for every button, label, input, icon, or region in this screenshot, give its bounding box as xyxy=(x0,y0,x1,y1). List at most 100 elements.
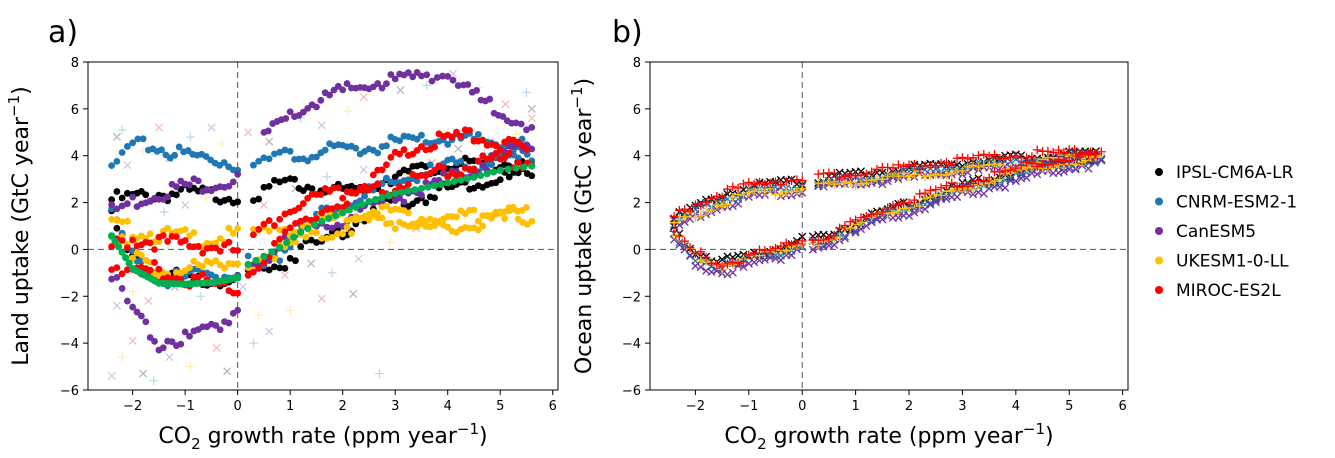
x-title-part: ) xyxy=(1045,424,1054,449)
data-point xyxy=(369,171,377,179)
data-point xyxy=(457,157,465,165)
faded-point xyxy=(265,327,274,336)
data-point xyxy=(118,149,126,156)
data-point xyxy=(749,248,759,258)
data-point xyxy=(439,72,446,80)
data-point xyxy=(343,200,351,208)
mean-point xyxy=(252,256,260,265)
data-point xyxy=(479,161,487,169)
data-point xyxy=(286,147,294,155)
faded-point xyxy=(144,296,153,306)
data-point xyxy=(878,180,887,189)
faded-point xyxy=(285,305,295,315)
data-point xyxy=(108,266,116,274)
data-point xyxy=(142,318,150,326)
data-point xyxy=(514,159,522,167)
data-point xyxy=(872,164,882,174)
x-title-sup: −1 xyxy=(1023,420,1045,438)
faded-point xyxy=(244,128,253,137)
faded-point xyxy=(501,100,510,109)
data-point xyxy=(760,179,770,189)
data-point xyxy=(396,194,403,202)
data-point xyxy=(172,191,180,199)
mean-point xyxy=(290,233,298,241)
data-point xyxy=(190,327,198,335)
data-point xyxy=(717,261,727,271)
data-point xyxy=(776,241,786,251)
data-point xyxy=(755,245,764,255)
data-point xyxy=(313,229,320,236)
mean-point xyxy=(118,248,126,256)
data-point xyxy=(220,159,228,166)
data-point xyxy=(958,166,967,176)
axes-frame xyxy=(649,61,1129,391)
x-tick-label: 5 xyxy=(496,399,504,414)
data-point xyxy=(739,262,748,272)
data-point xyxy=(1011,163,1021,173)
faded-point xyxy=(354,254,363,263)
data-point xyxy=(867,167,877,177)
data-point xyxy=(1048,159,1058,169)
mean-point xyxy=(339,209,347,217)
data-point xyxy=(281,264,289,272)
data-point xyxy=(1016,161,1026,171)
data-point xyxy=(872,209,882,219)
data-point xyxy=(118,218,126,225)
data-point xyxy=(281,146,289,154)
data-point xyxy=(835,232,844,242)
data-point xyxy=(113,274,121,281)
data-point xyxy=(286,224,294,232)
mean-point xyxy=(297,228,305,236)
data-point xyxy=(728,182,738,192)
data-point xyxy=(422,199,430,207)
y-tick-label: 0 xyxy=(633,243,641,258)
data-point xyxy=(1070,145,1079,154)
data-point xyxy=(909,170,919,179)
data-point xyxy=(123,217,131,225)
x-tick-label: 0 xyxy=(234,399,242,414)
data-point xyxy=(255,157,263,165)
data-point xyxy=(942,158,951,167)
data-point xyxy=(1071,160,1081,169)
data-point xyxy=(680,204,690,214)
data-point xyxy=(281,176,289,184)
data-point xyxy=(931,161,941,171)
mean-point xyxy=(108,232,116,240)
data-point xyxy=(760,187,770,197)
faded-point xyxy=(128,336,137,345)
data-point xyxy=(164,193,172,201)
data-point xyxy=(158,146,165,154)
data-point xyxy=(123,200,131,208)
data-point xyxy=(984,151,994,161)
data-point xyxy=(819,179,828,188)
data-point xyxy=(936,190,946,200)
mean-point xyxy=(437,180,445,188)
data-point xyxy=(418,191,425,199)
x-tick-label: 4 xyxy=(444,399,452,414)
y-tick-label: 4 xyxy=(71,150,79,165)
data-point xyxy=(685,243,695,253)
data-point xyxy=(113,264,121,272)
faded-point xyxy=(112,301,121,310)
data-point xyxy=(255,264,263,272)
data-point xyxy=(313,103,320,111)
faded-point xyxy=(322,172,332,182)
data-point xyxy=(118,270,126,278)
data-point xyxy=(250,231,257,239)
x-tick-label: 6 xyxy=(1119,399,1127,414)
faded-point xyxy=(327,268,337,278)
y-title-part: ) xyxy=(9,86,34,95)
x-title-sup: −1 xyxy=(457,420,479,438)
data-point xyxy=(1059,167,1068,176)
data-point xyxy=(755,177,764,187)
data-point xyxy=(391,225,399,233)
data-point xyxy=(265,266,273,274)
data-point xyxy=(523,126,530,134)
y-axis-title: Land uptake (GtC year−1) xyxy=(5,86,34,366)
data-point xyxy=(1048,148,1058,157)
data-point xyxy=(776,256,785,265)
data-point xyxy=(449,76,457,84)
data-point xyxy=(321,146,329,154)
y-title-sup: −1 xyxy=(568,86,586,108)
data-point xyxy=(920,188,930,198)
